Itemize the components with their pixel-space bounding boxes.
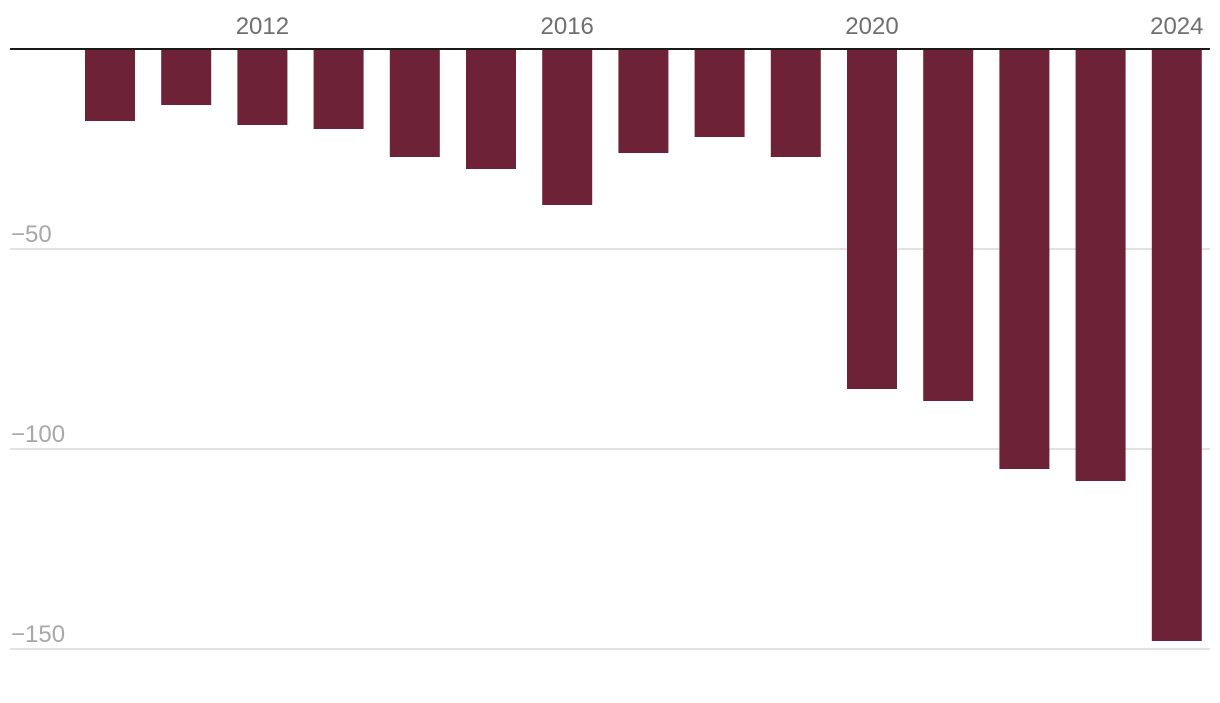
bar-2010: [85, 49, 135, 121]
x-tick-label: 2020: [845, 13, 898, 40]
y-tick-label: −100: [11, 421, 65, 448]
x-tick-labels: 2012 2016 2020 2024: [236, 13, 1204, 40]
bar-2015: [466, 49, 516, 169]
y-tick-label: −150: [11, 621, 65, 648]
bar-2022: [999, 49, 1050, 469]
y-tick-label: −50: [11, 221, 52, 248]
bar-2013: [313, 49, 364, 129]
x-tick-label: 2024: [1150, 13, 1203, 40]
y-tick-labels: −50 −100 −150: [11, 221, 65, 648]
x-tick-label: 2012: [236, 13, 289, 40]
x-tick-label: 2016: [541, 13, 594, 40]
bar-2016: [542, 49, 593, 205]
bar-2020: [847, 49, 897, 389]
bar-2024: [1151, 49, 1202, 641]
bar-2017: [618, 49, 669, 153]
bar-2014: [389, 49, 440, 157]
bar-2011: [161, 49, 212, 105]
bar-2023: [1075, 49, 1126, 481]
bar-2021: [923, 49, 974, 401]
bar-2018: [694, 49, 745, 137]
bar-2019: [770, 49, 821, 157]
bar-2012: [237, 49, 288, 125]
bars: [85, 49, 1202, 641]
